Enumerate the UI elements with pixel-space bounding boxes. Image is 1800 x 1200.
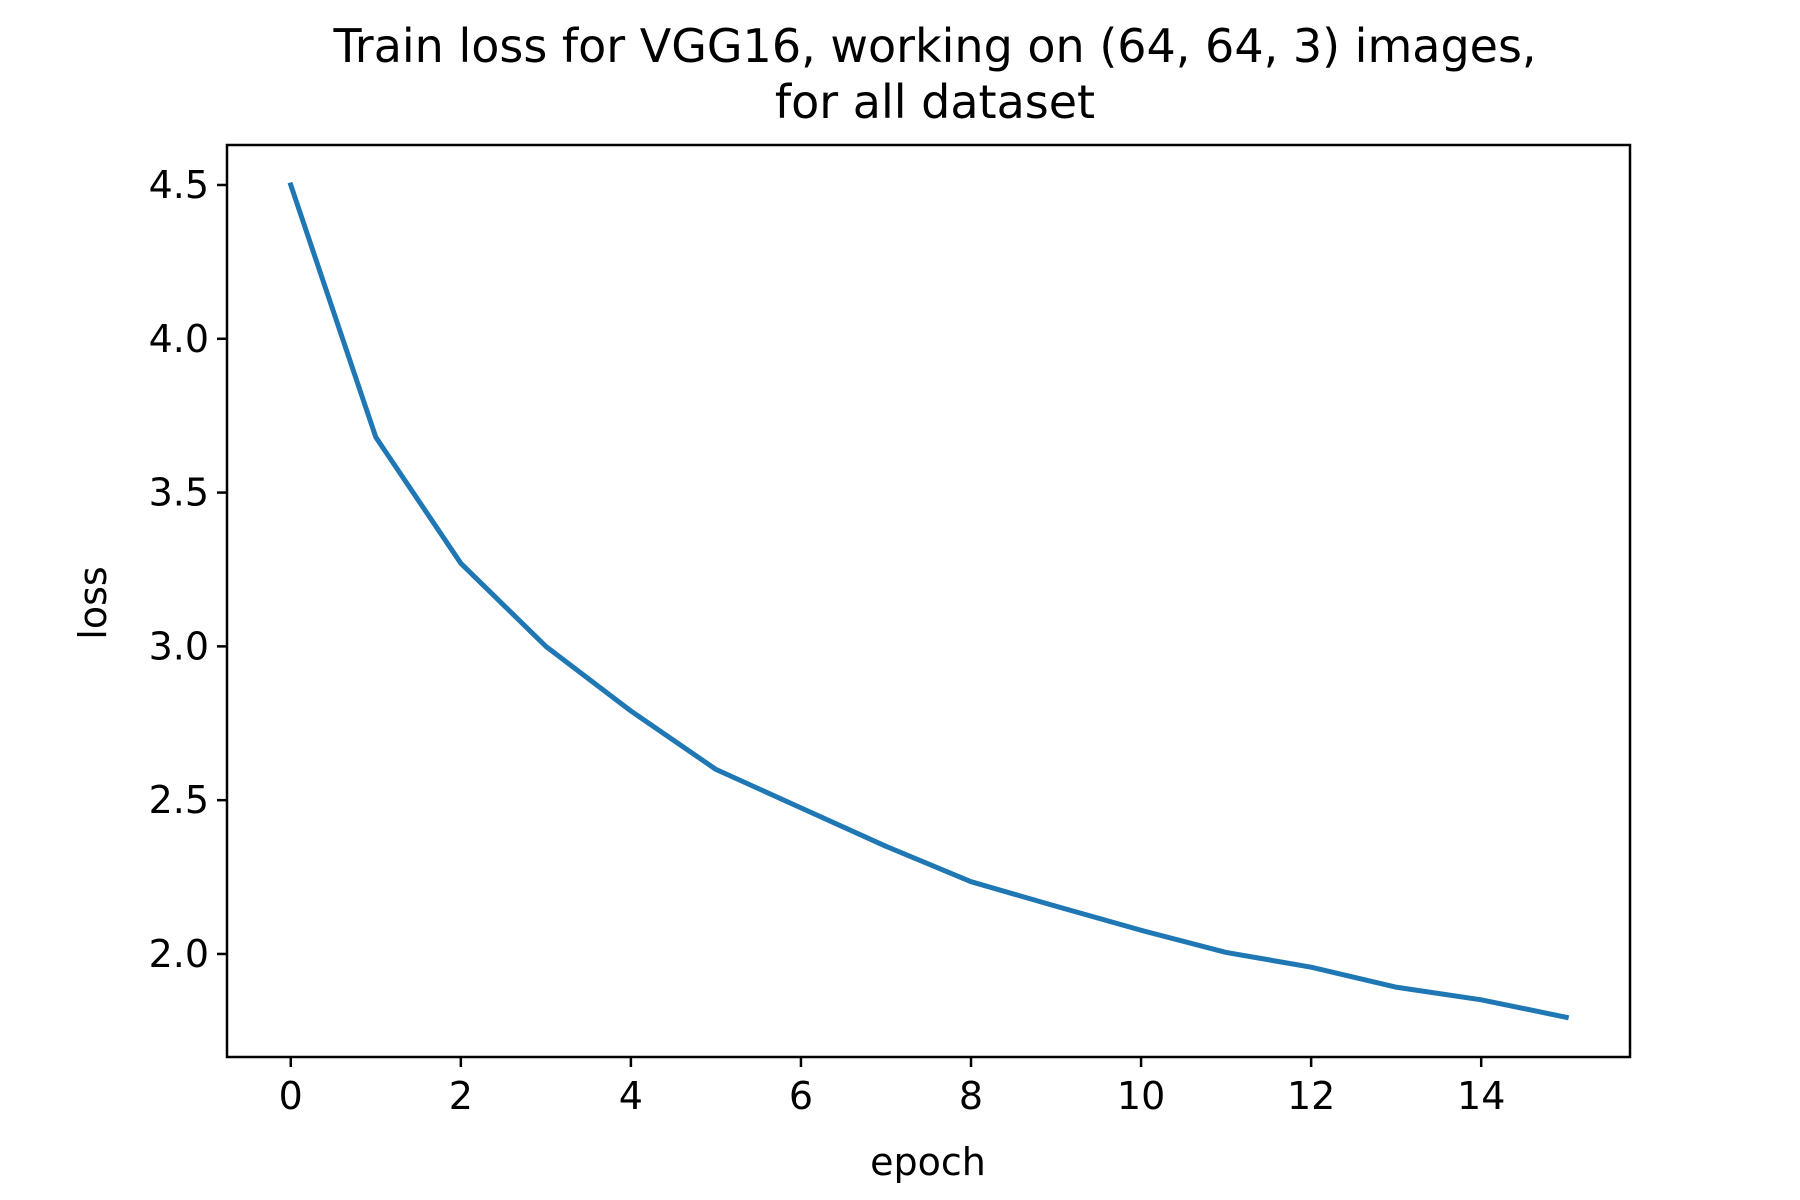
x-tick-label: 0 bbox=[279, 1074, 303, 1118]
plot-frame bbox=[225, 143, 1632, 1059]
x-tick-label: 6 bbox=[789, 1074, 813, 1118]
x-axis: 0 2 4 6 8 10 12 14 bbox=[279, 1057, 1505, 1118]
x-tick-label: 2 bbox=[449, 1074, 473, 1118]
x-tick-label: 4 bbox=[619, 1074, 643, 1118]
y-axis-label: loss bbox=[71, 566, 115, 639]
x-tick-label: 8 bbox=[959, 1074, 983, 1118]
series-line bbox=[287, 181, 1570, 1021]
y-tick-label: 2.5 bbox=[149, 778, 209, 822]
y-axis: 2.0 2.5 3.0 3.5 4.0 4.5 bbox=[149, 163, 227, 976]
y-tick-label: 3.0 bbox=[149, 624, 209, 668]
y-tick-label: 4.5 bbox=[149, 163, 209, 207]
y-tick-label: 3.5 bbox=[149, 471, 209, 515]
x-axis-label: epoch bbox=[870, 1140, 986, 1184]
x-tick-label: 10 bbox=[1117, 1074, 1165, 1118]
chart-subtitle: for all dataset bbox=[775, 75, 1095, 129]
x-tick-label: 14 bbox=[1457, 1074, 1505, 1118]
y-tick-label: 2.0 bbox=[149, 932, 209, 976]
chart-title: Train loss for VGG16, working on (64, 64… bbox=[332, 19, 1536, 73]
plot-area bbox=[287, 181, 1570, 1021]
x-tick-label: 12 bbox=[1287, 1074, 1335, 1118]
y-tick-label: 4.0 bbox=[149, 317, 209, 361]
